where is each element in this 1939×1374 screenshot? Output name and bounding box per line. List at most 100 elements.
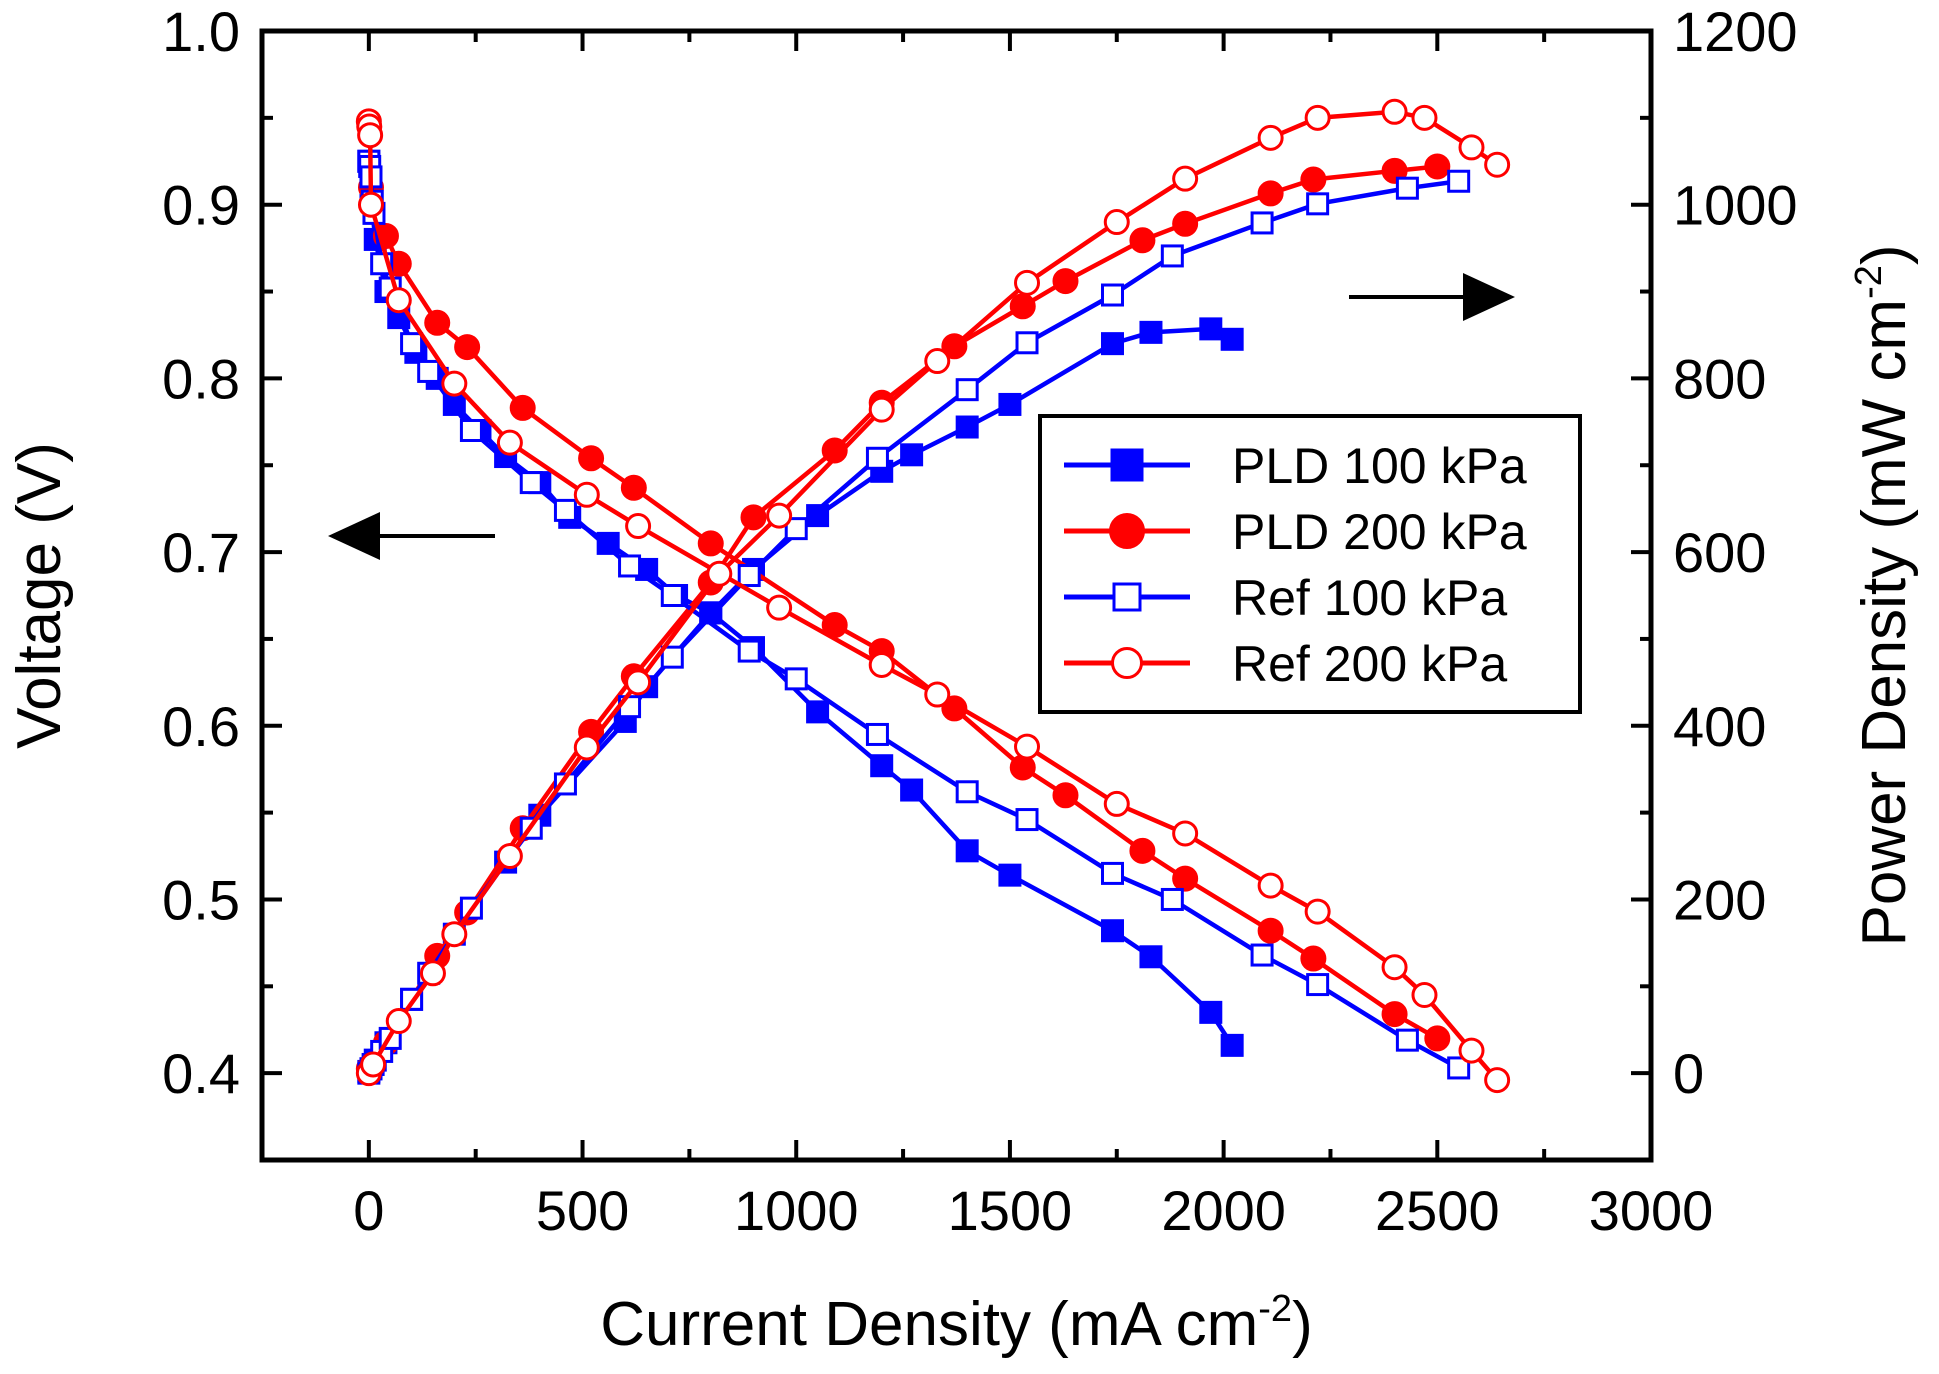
power-point-ref-200-kpa [1458, 134, 1485, 161]
power-point-ref-100-kpa [1306, 192, 1330, 216]
series-ref-200-kpa [355, 98, 1511, 1094]
power-point-pld-100-kpa [1220, 327, 1244, 351]
voltage-point-ref-200-kpa [1411, 981, 1438, 1008]
voltage-point-pld-100-kpa [1139, 945, 1163, 969]
voltage-point-ref-100-kpa [1447, 1056, 1471, 1080]
voltage-point-ref-200-kpa [868, 651, 895, 678]
voltage-point-pld-100-kpa [900, 778, 924, 802]
legend-label-pld-200-kpa: PLD 200 kPa [1232, 504, 1527, 560]
voltage-point-ref-200-kpa [385, 287, 412, 314]
y-right-tick-label: 200 [1673, 868, 1766, 931]
x-axis-title: Current Density (mA cm-2) [600, 1288, 1312, 1359]
y-left-tick-label: 0.4 [162, 1042, 240, 1105]
legend-label-pld-100-kpa: PLD 100 kPa [1232, 438, 1527, 494]
voltage-point-ref-100-kpa [618, 554, 642, 578]
y-left-tick-label: 0.9 [162, 174, 240, 237]
power-point-pld-100-kpa [1199, 317, 1223, 341]
power-point-pld-100-kpa [955, 415, 979, 439]
power-point-ref-200-kpa [573, 734, 600, 761]
voltage-point-ref-200-kpa [357, 122, 384, 149]
y-left-axis-title: Voltage (V) [5, 442, 74, 749]
y-left-tick-label: 0.8 [162, 347, 240, 410]
voltage-point-ref-100-kpa [1395, 1028, 1419, 1052]
series-pld-200-kpa [355, 153, 1451, 1082]
power-point-pld-200-kpa [1129, 227, 1156, 254]
y-right-tick-label: 800 [1673, 347, 1766, 410]
voltage-point-pld-200-kpa [1172, 865, 1199, 892]
power-point-ref-200-kpa [1172, 165, 1199, 192]
power-point-pld-100-kpa [806, 504, 830, 528]
x-tick-label: 1000 [734, 1179, 859, 1242]
arrow-right-head [1463, 273, 1515, 321]
power-point-ref-200-kpa [868, 396, 895, 423]
voltage-point-ref-200-kpa [1172, 820, 1199, 847]
x-axis-title-sup: -2 [1258, 1288, 1292, 1330]
power-point-ref-100-kpa [1395, 176, 1419, 200]
power-point-ref-100-kpa [1447, 169, 1471, 193]
voltage-point-ref-200-kpa [1103, 790, 1130, 817]
legend: PLD 100 kPa PLD 200 kPa Ref 100 kPa Ref 200… [1038, 414, 1582, 714]
y-right-tick-label: 1200 [1673, 0, 1798, 63]
voltage-point-ref-100-kpa [660, 584, 684, 607]
power-point-pld-200-kpa [1381, 157, 1408, 184]
power-point-pld-200-kpa [740, 504, 767, 531]
series-layer [355, 98, 1511, 1094]
x-tick-label: 500 [536, 1179, 629, 1242]
power-point-ref-200-kpa [496, 843, 523, 870]
power-point-pld-200-kpa [1300, 166, 1327, 193]
power-point-ref-200-kpa [360, 1051, 387, 1078]
voltage-point-ref-200-kpa [1458, 1037, 1485, 1064]
voltage-point-ref-100-kpa [1015, 808, 1039, 832]
voltage-point-pld-200-kpa [1300, 945, 1327, 972]
power-point-ref-200-kpa [1304, 104, 1331, 131]
power-point-pld-100-kpa [900, 443, 924, 467]
power-point-ref-100-kpa [1250, 211, 1274, 235]
voltage-point-pld-100-kpa [596, 531, 620, 555]
power-point-ref-100-kpa [737, 564, 761, 588]
power-point-pld-200-kpa [1257, 180, 1284, 207]
voltage-point-ref-100-kpa [400, 332, 424, 356]
x-tick-label: 2000 [1161, 1179, 1286, 1242]
voltage-point-ref-100-kpa [459, 418, 483, 442]
power-point-ref-100-kpa [1015, 331, 1039, 355]
power-point-ref-200-kpa [441, 921, 468, 948]
power-point-ref-100-kpa [955, 378, 979, 402]
power-point-ref-200-kpa [706, 560, 733, 587]
voltage-point-ref-100-kpa [737, 639, 761, 663]
labels-layer: 0 500 1000 1500 2000 2500 30000.40.50.60.70.80… [5, 0, 1919, 1359]
voltage-point-ref-100-kpa [1306, 973, 1330, 997]
y-right-tick-label: 0 [1673, 1042, 1704, 1105]
voltage-point-pld-100-kpa [870, 754, 894, 778]
voltage-point-pld-100-kpa [806, 700, 830, 724]
voltage-point-pld-200-kpa [424, 309, 451, 336]
power-point-pld-100-kpa [1139, 320, 1163, 344]
x-axis-title-end: ) [1292, 1290, 1313, 1359]
power-point-ref-200-kpa [766, 502, 793, 529]
x-tick-label: 0 [353, 1179, 384, 1242]
power-point-pld-100-kpa [998, 392, 1022, 416]
voltage-point-ref-200-kpa [357, 191, 384, 218]
power-point-ref-100-kpa [784, 517, 808, 541]
power-point-pld-200-kpa [821, 437, 848, 464]
power-point-ref-200-kpa [1411, 104, 1438, 131]
x-tick-label: 2500 [1375, 1179, 1500, 1242]
legend-label-ref-200-kpa: Ref 200 kPa [1232, 636, 1507, 692]
power-point-ref-200-kpa [1103, 209, 1130, 236]
y-right-axis-title-sup: -2 [1848, 265, 1890, 299]
x-tick-label: 1500 [948, 1179, 1073, 1242]
y-right-tick-label: 400 [1673, 695, 1766, 758]
y-right-tick-label: 1000 [1673, 174, 1798, 237]
voltage-point-pld-200-kpa [1381, 1001, 1408, 1028]
power-point-ref-200-kpa [625, 669, 652, 696]
power-point-ref-100-kpa [865, 446, 889, 470]
voltage-point-ref-100-kpa [1250, 943, 1274, 967]
power-point-pld-100-kpa [1100, 332, 1124, 356]
y-left-tick-label: 0.6 [162, 695, 240, 758]
x-tick-label: 3000 [1589, 1179, 1714, 1242]
power-point-ref-200-kpa [385, 1008, 412, 1035]
voltage-point-ref-100-kpa [553, 498, 577, 522]
voltage-point-pld-200-kpa [697, 530, 724, 557]
voltage-point-ref-100-kpa [417, 359, 441, 383]
power-point-pld-200-kpa [1052, 268, 1079, 295]
